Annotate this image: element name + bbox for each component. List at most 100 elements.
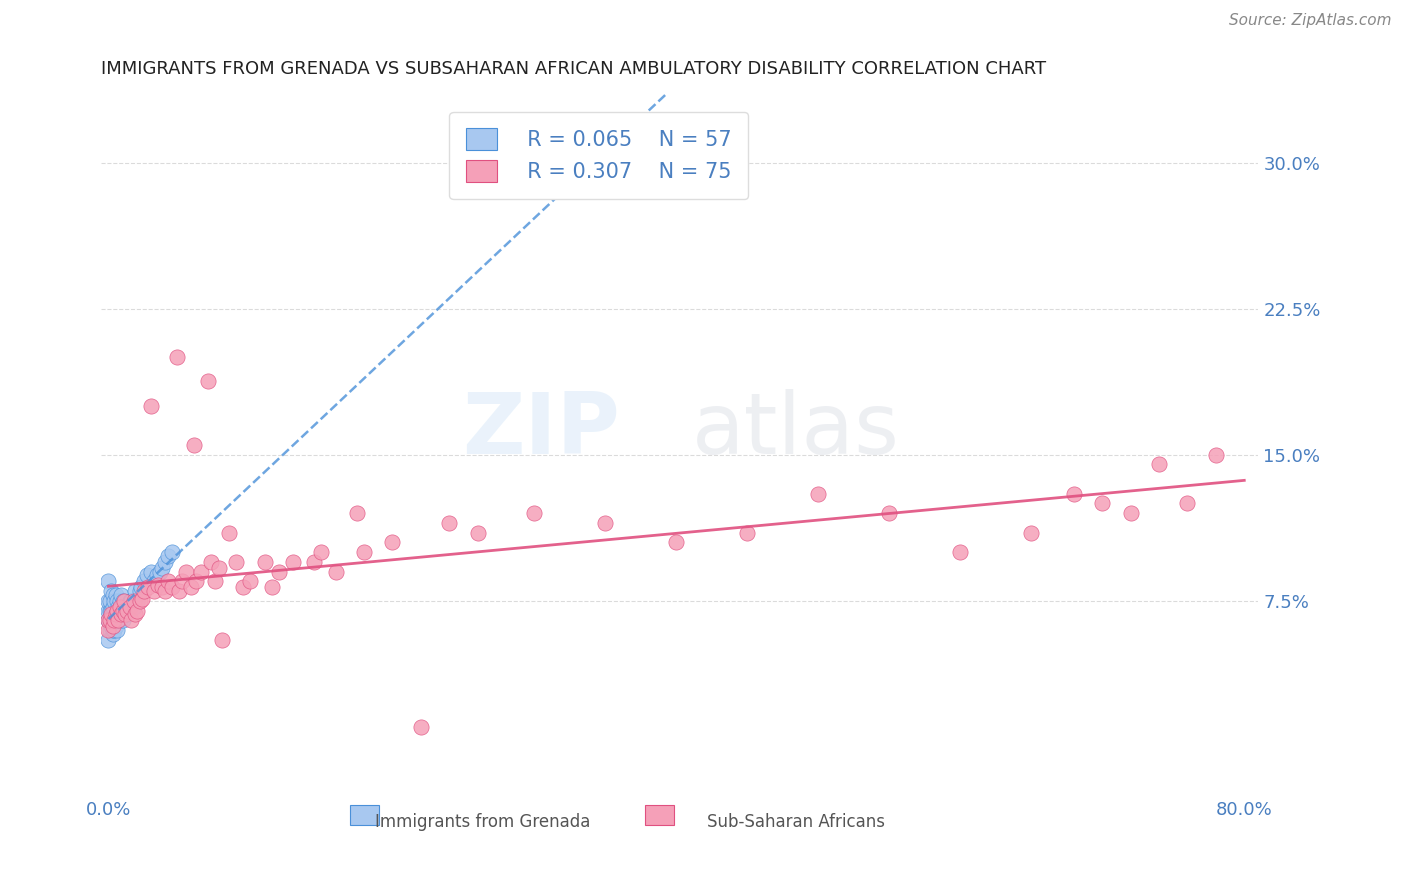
Point (150, 560, 173, 574)
Point (100, 607, 122, 622)
Point (176, 565, 198, 579)
Point (1177, 496, 1199, 510)
Point (665, 535, 688, 549)
Point (128, 584, 150, 599)
Point (1019, 525, 1042, 540)
Point (104, 588, 127, 602)
Point (157, 574, 180, 589)
Point (98, 623, 121, 637)
Point (595, 516, 617, 530)
Point (180, 580, 202, 594)
Bar (350, 805, 380, 825)
Point (105, 594, 128, 608)
Point (101, 599, 124, 614)
Point (232, 580, 254, 594)
Point (145, 568, 167, 582)
Point (103, 623, 125, 637)
Point (1119, 506, 1142, 520)
Point (523, 506, 546, 520)
Point (1063, 486, 1085, 500)
Point (111, 613, 134, 627)
Point (110, 607, 132, 622)
Text: IMMIGRANTS FROM GRENADA VS SUBSAHARAN AFRICAN AMBULATORY DISABILITY CORRELATION : IMMIGRANTS FROM GRENADA VS SUBSAHARAN AF… (101, 60, 1046, 78)
Point (101, 623, 124, 637)
Point (112, 594, 135, 608)
Point (105, 623, 128, 637)
Point (128, 594, 150, 608)
Point (267, 565, 290, 579)
Point (353, 545, 375, 559)
Point (108, 613, 131, 627)
Point (346, 506, 368, 520)
Point (139, 399, 162, 413)
Point (97, 574, 120, 589)
Point (1205, 448, 1227, 462)
Point (124, 607, 146, 622)
Point (107, 599, 129, 614)
Point (101, 613, 124, 627)
Point (104, 619, 127, 633)
Point (101, 627, 124, 641)
Point (166, 351, 188, 365)
Point (260, 580, 283, 594)
Point (118, 594, 141, 608)
Point (125, 594, 148, 608)
Point (467, 525, 489, 540)
Point (104, 607, 127, 622)
Point (98, 613, 121, 627)
Text: 0.0%: 0.0% (86, 801, 131, 820)
Point (169, 584, 191, 599)
Point (101, 603, 124, 617)
Point (115, 603, 138, 617)
Point (211, 632, 233, 647)
Point (1147, 458, 1170, 472)
Point (122, 599, 145, 614)
Point (105, 603, 128, 617)
Point (153, 555, 176, 569)
Point (97, 603, 120, 617)
Point (125, 603, 148, 617)
Point (142, 584, 165, 599)
Text: Sub-Saharan Africans: Sub-Saharan Africans (707, 814, 884, 831)
Point (120, 594, 142, 608)
Point (111, 594, 134, 608)
Point (115, 607, 138, 622)
Point (103, 594, 125, 608)
Point (225, 555, 247, 569)
Bar (645, 805, 673, 825)
Point (136, 580, 159, 594)
Point (97, 632, 120, 647)
Point (148, 565, 170, 579)
Point (107, 613, 129, 627)
Point (142, 574, 165, 589)
Point (97, 623, 120, 637)
Point (437, 516, 460, 530)
Point (101, 588, 124, 602)
Point (162, 580, 184, 594)
Point (114, 599, 136, 614)
Point (132, 584, 155, 599)
Text: 80.0%: 80.0% (1216, 801, 1272, 820)
Point (135, 568, 157, 582)
Point (122, 594, 145, 608)
Point (110, 607, 132, 622)
Point (737, 525, 759, 540)
Point (162, 545, 184, 559)
Point (183, 438, 205, 452)
Point (253, 555, 276, 569)
Point (103, 613, 125, 627)
Point (200, 555, 222, 569)
Point (131, 591, 153, 606)
Point (879, 506, 901, 520)
Point (97, 594, 120, 608)
Point (304, 555, 326, 569)
Point (150, 580, 173, 594)
Point (281, 555, 304, 569)
Point (239, 574, 262, 589)
Point (118, 599, 141, 614)
Point (132, 574, 155, 589)
Point (108, 599, 131, 614)
Point (98, 603, 121, 617)
Point (97, 613, 120, 627)
Point (139, 565, 162, 579)
